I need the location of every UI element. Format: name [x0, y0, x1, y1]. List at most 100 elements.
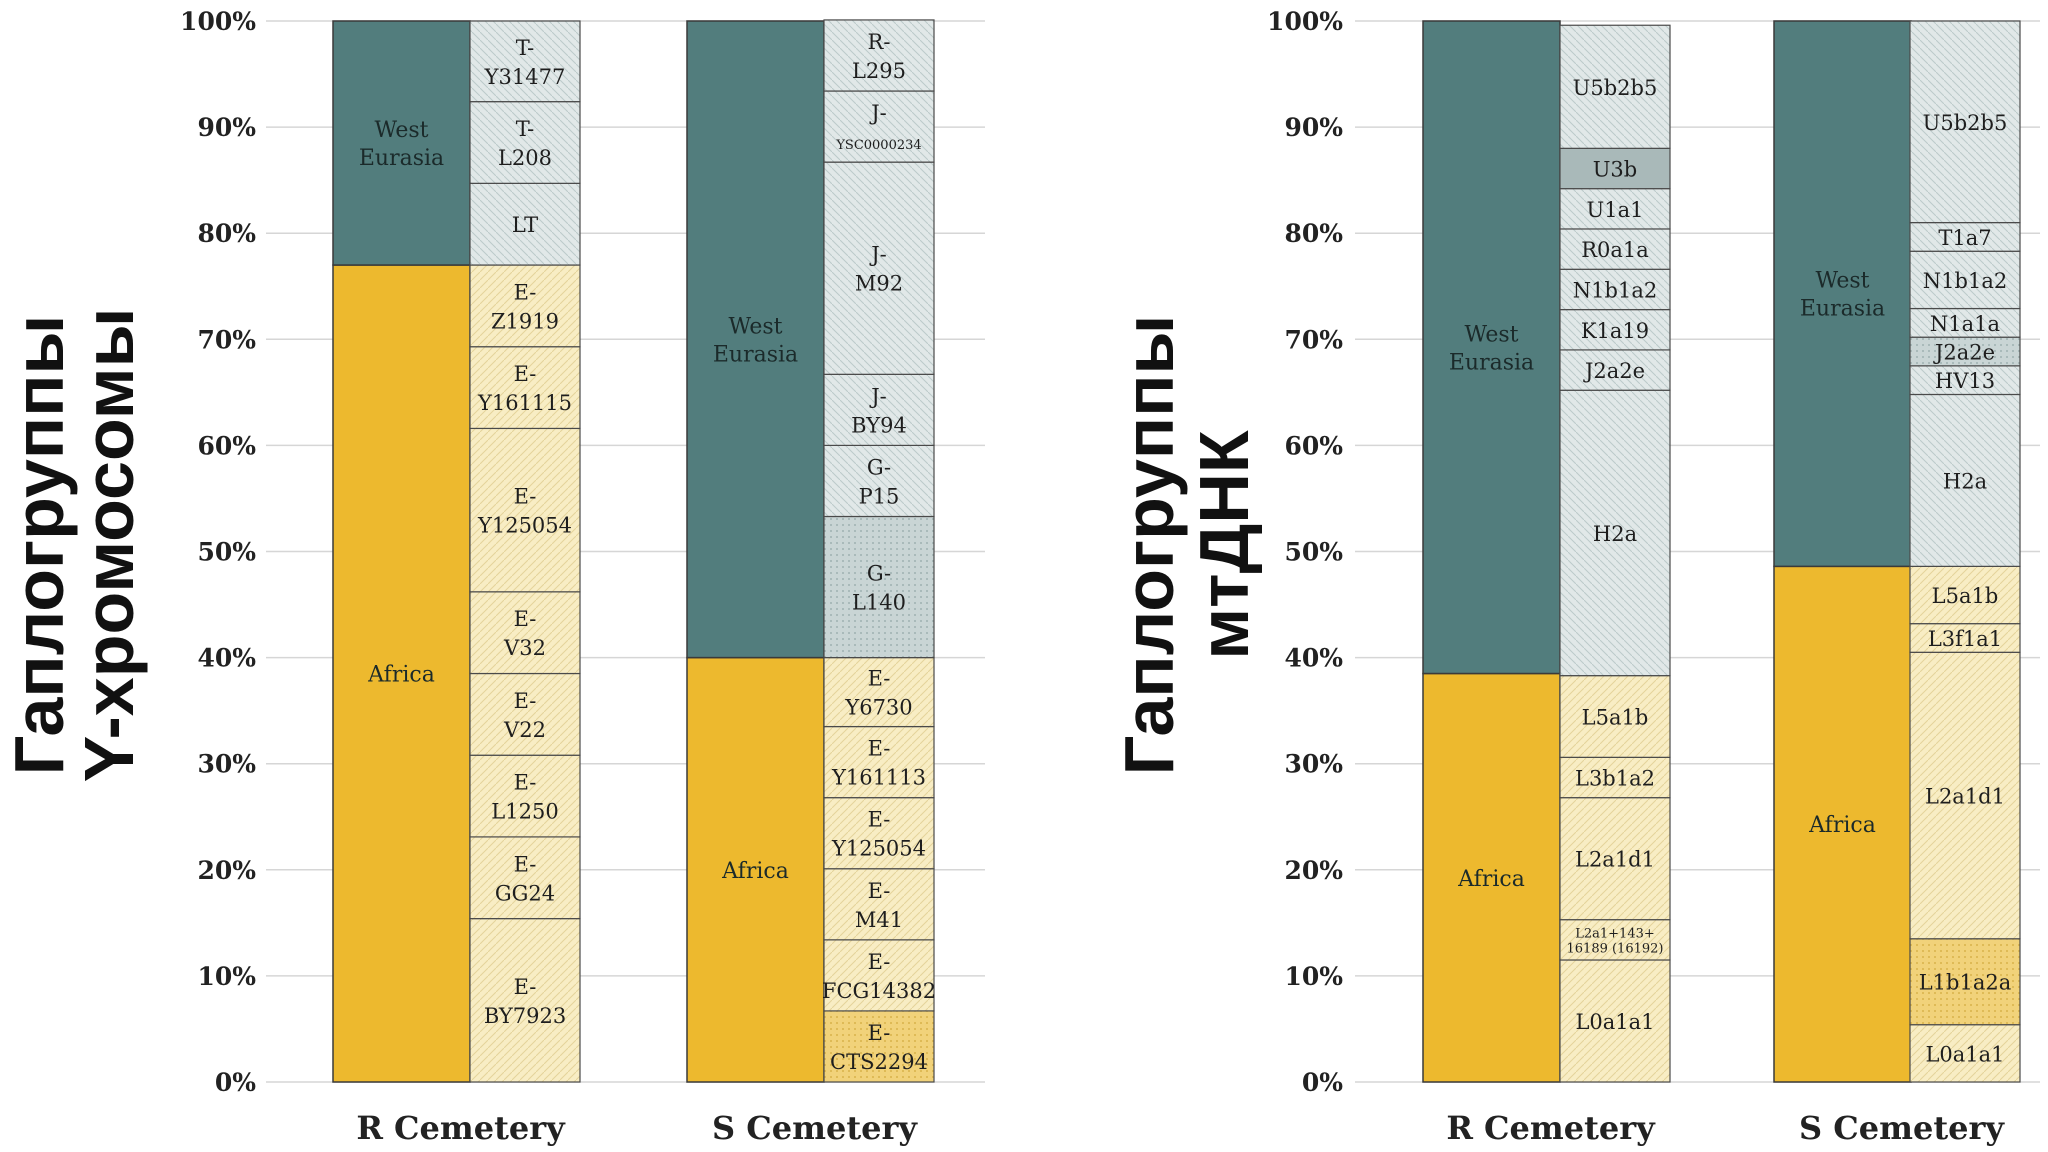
- haplogroup-label: J2a2e: [1933, 341, 1995, 365]
- haplogroup-label: U5b2b5: [1573, 76, 1658, 100]
- haplogroup-label: P15: [859, 484, 900, 508]
- haplogroup-label: L2a1d1: [1925, 785, 2005, 809]
- region-label: Eurasia: [1800, 297, 1885, 322]
- haplogroup-label: E-: [514, 771, 537, 795]
- haplogroup-label: CTS2294: [830, 1050, 928, 1074]
- haplogroup-label: V22: [503, 718, 546, 742]
- haplogroup-label: YSC0000234: [835, 138, 921, 153]
- y-tick-label: 80%: [197, 219, 256, 248]
- haplogroup-segment: [469, 836, 581, 920]
- region-label: West: [1465, 322, 1519, 347]
- haplogroup-segment: [1559, 675, 1671, 758]
- haplogroup-label: L5a1b: [1932, 584, 1999, 608]
- haplogroup-segment: [1559, 797, 1671, 921]
- haplogroup-segment: [1559, 756, 1671, 799]
- haplogroup-label: E-: [514, 280, 537, 304]
- haplogroup-segment: [823, 161, 935, 375]
- haplogroup-segment: [469, 101, 581, 184]
- x-category-label: S Cemetery: [712, 1109, 918, 1147]
- haplogroup-segment: [1909, 20, 2021, 224]
- x-category-label: R Cemetery: [356, 1109, 566, 1147]
- haplogroup-segment: [469, 182, 581, 266]
- y-tick-label: 0%: [215, 1068, 256, 1097]
- haplogroup-segment: [823, 868, 935, 941]
- haplogroup-label: E-: [868, 950, 891, 974]
- haplogroup-label: E-: [868, 1021, 891, 1045]
- haplogroup-label: L2a1d1: [1575, 848, 1655, 872]
- haplogroup-segment: [1559, 308, 1671, 351]
- y-tick-label: 20%: [197, 856, 256, 885]
- haplogroup-label: LT: [512, 213, 538, 237]
- region-label: Africa: [721, 859, 789, 884]
- y-tick-label: 40%: [1284, 644, 1343, 673]
- y-tick-label: 40%: [197, 644, 256, 673]
- y-title: Гаплогруппы Y-хромосомы: [0, 308, 148, 783]
- y-tick-label: 20%: [1284, 856, 1343, 885]
- y-title-line1: Гаплогруппы: [0, 315, 78, 776]
- haplogroup-label: HV13: [1935, 369, 1995, 393]
- haplogroup-segment: [1559, 268, 1671, 311]
- region-label: Eurasia: [359, 146, 444, 171]
- haplogroup-label: BY94: [851, 413, 907, 437]
- haplogroup-label: E-: [514, 852, 537, 876]
- y-tick-label: 100%: [180, 7, 256, 36]
- y-tick-label: 60%: [1284, 431, 1343, 460]
- haplogroup-label: M41: [855, 908, 903, 932]
- haplogroup-label: E-: [868, 808, 891, 832]
- x-category-label: R Cemetery: [1446, 1109, 1656, 1147]
- haplogroup-label: L0a1a1: [1925, 1042, 2004, 1066]
- haplogroup-label: T-: [516, 117, 534, 141]
- region-label: Africa: [1808, 813, 1876, 838]
- y-tick-label: 90%: [197, 113, 256, 142]
- haplogroup-label: Y161115: [477, 391, 572, 415]
- haplogroup-segment: [1909, 307, 2021, 338]
- haplogroup-segment: [1559, 188, 1671, 230]
- region-label: Africa: [367, 663, 435, 688]
- haplogroup-label: M92: [855, 272, 903, 296]
- haplogroup-segment: [823, 725, 935, 799]
- haplogroup-segment: [1559, 919, 1671, 961]
- haplogroup-label: E-: [514, 975, 537, 999]
- y-tick-label: 10%: [1284, 962, 1343, 991]
- y-tick-label: 30%: [1284, 750, 1343, 779]
- haplogroup-label: N1a1a: [1930, 312, 2000, 336]
- haplogroup-label: H2a: [1943, 469, 1987, 493]
- haplogroup-label: L2a1+143+: [1575, 926, 1655, 941]
- haplogroup-label: GG24: [495, 881, 555, 905]
- haplogroup-label: N1b1a2: [1573, 278, 1657, 302]
- haplogroup-label: K1a19: [1581, 319, 1649, 343]
- haplogroup-label: L1b1a2a: [1919, 971, 2012, 995]
- haplogroup-segment: [823, 797, 935, 870]
- haplogroup-label: H2a: [1593, 522, 1637, 546]
- haplogroup-label: N1b1a2: [1923, 269, 2007, 293]
- haplogroup-segment: [1909, 938, 2021, 1026]
- haplogroup-label: L3b1a2: [1575, 766, 1655, 790]
- haplogroup-label: V32: [503, 636, 546, 660]
- haplogroup-label: Y125054: [477, 514, 572, 538]
- haplogroup-segment: [823, 444, 935, 518]
- region-label: West: [1816, 269, 1870, 294]
- haplogroup-label: L3f1a1: [1928, 627, 2002, 651]
- haplogroup-segment: [469, 754, 581, 838]
- mtdna-panel: 0% 10% 20% 30% 40% 50% 60% 70% 80% 90% 100% Africa W…: [1267, 7, 2040, 1147]
- haplogroup-label: E-: [514, 689, 537, 713]
- haplogroup-segment: [469, 264, 581, 348]
- haplogroup-segment: [469, 20, 581, 103]
- y-chromosome-panel: 0% 10% 20% 30% 40% 50% 60% 70% 80% 90% 100% Africa W…: [180, 7, 985, 1147]
- bar-s-cemetery: Africa West Eurasia E- CTS2294 E- FCG14382 E- M4…: [686, 19, 936, 1147]
- haplogroup-segment: [823, 19, 935, 92]
- y-tick-label: 70%: [1284, 325, 1343, 354]
- haplogroup-segment: [1909, 565, 2021, 625]
- haplogroup-segment: [469, 346, 581, 430]
- haplogroup-label: E-: [514, 607, 537, 631]
- region-segment-africa: [1773, 565, 1912, 1083]
- haplogroup-label: L0a1a1: [1575, 1010, 1654, 1034]
- haplogroup-label: U5b2b5: [1923, 111, 2008, 135]
- haplogroup-label: E-: [514, 485, 537, 509]
- haplogroup-segment: [1909, 221, 2021, 252]
- haplogroup-label: J-: [869, 101, 887, 125]
- haplogroup-segment: [469, 591, 581, 675]
- haplogroup-label: Y31477: [484, 65, 566, 89]
- haplogroup-label: E-: [868, 879, 891, 903]
